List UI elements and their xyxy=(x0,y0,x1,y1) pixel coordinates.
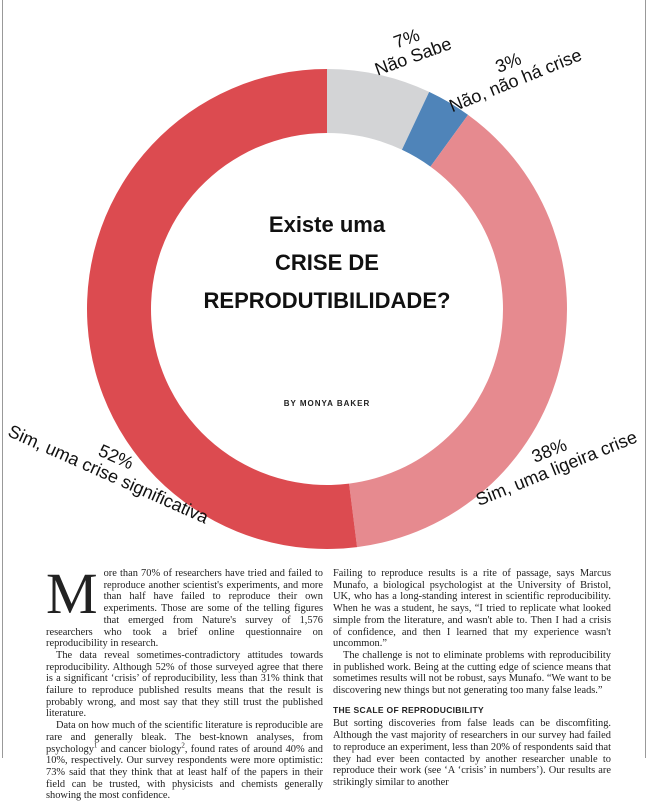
paragraph: But sorting discoveries from false leads… xyxy=(333,718,611,788)
page: Existe uma CRISE DE REPRODUTIBILIDADE? B… xyxy=(2,0,646,802)
donut-segment xyxy=(327,69,430,150)
drop-cap: M xyxy=(46,561,98,626)
segment-label: 3%Não, não há crise xyxy=(446,45,584,116)
donut-segment xyxy=(349,114,568,548)
paragraph-text: and cancer biology xyxy=(97,743,182,755)
paragraph: The data reveal sometimes-contradictory … xyxy=(46,650,323,720)
segment-label: 7%Não Sabe xyxy=(372,25,454,80)
donut-segment xyxy=(87,69,358,549)
footnote-ref: 2 xyxy=(181,741,185,750)
footnote-ref: 1 xyxy=(93,741,98,750)
chart-title: Existe uma xyxy=(269,212,386,237)
section-heading: THE SCALE OF REPRODUCIBILITY xyxy=(333,704,485,715)
paragraph: Failing to reproduce results is a rite o… xyxy=(333,568,611,650)
arcs xyxy=(87,69,568,549)
donut-segment xyxy=(401,91,469,167)
paragraph-text: The data reveal sometimes-contradictory … xyxy=(46,649,323,720)
right-column: Failing to reproduce results is a rite o… xyxy=(333,568,611,789)
paragraph: Data on how much of the scientific liter… xyxy=(46,720,323,802)
page-frame xyxy=(2,0,646,758)
byline: BY MONYA BAKER xyxy=(284,399,371,408)
chart-title: REPRODUTIBILIDADE? xyxy=(204,288,451,313)
chart-title: CRISE DE xyxy=(275,250,379,275)
paragraph-text: ore than 70% of researchers have tried a… xyxy=(46,568,323,650)
paragraph-text: Data on how much of the scientific liter… xyxy=(46,720,323,755)
paragraph: The challenge is not to eliminate proble… xyxy=(333,649,611,697)
donut-chart: Existe uma CRISE DE REPRODUTIBILIDADE? B… xyxy=(5,25,640,549)
